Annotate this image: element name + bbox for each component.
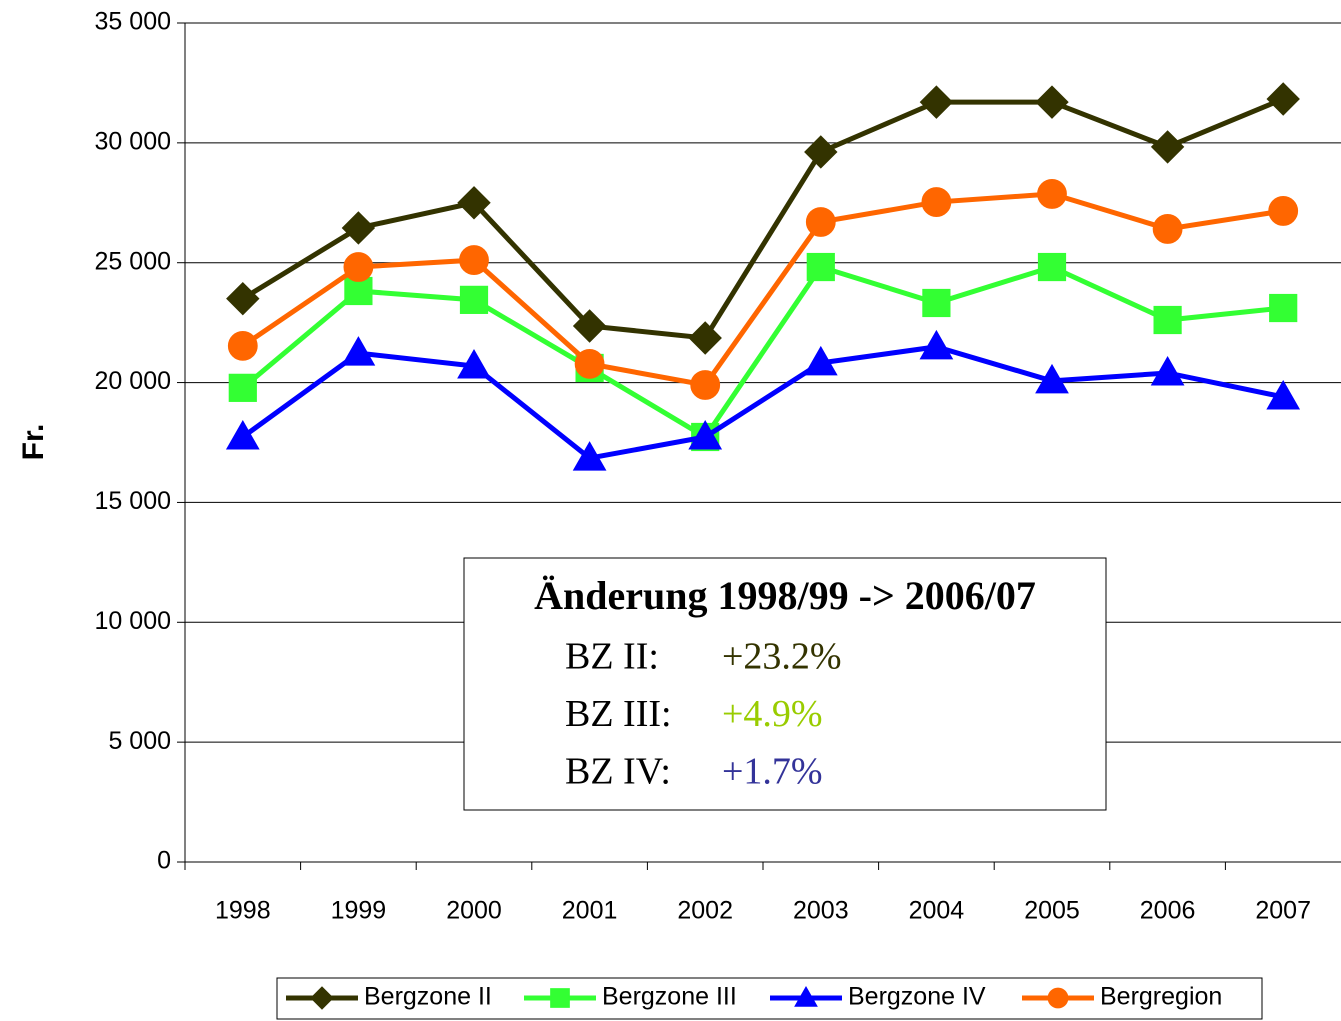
x-tick-label: 2001 <box>562 897 618 925</box>
marker <box>688 321 722 355</box>
x-tick-label: 2000 <box>446 897 502 925</box>
marker <box>1266 82 1300 116</box>
legend-label: Bergzone III <box>602 983 737 1011</box>
annotation-box <box>463 557 1107 811</box>
y-tick-label: 0 <box>157 847 171 875</box>
marker <box>572 441 607 471</box>
marker <box>690 370 721 400</box>
x-tick-label: 2002 <box>677 897 733 925</box>
y-tick-label: 35 000 <box>95 8 171 36</box>
series-line <box>241 191 1284 388</box>
annotation-value: +23.2% <box>722 636 842 678</box>
series-line <box>241 264 1284 441</box>
legend-box <box>276 977 1263 1020</box>
legend-marker <box>794 985 818 1007</box>
marker <box>1268 196 1299 226</box>
x-tick-label: 2004 <box>909 897 965 925</box>
legend-marker <box>1047 987 1069 1009</box>
marker <box>803 345 838 376</box>
legend-label: Bergregion <box>1100 983 1222 1011</box>
annotation-value: +1.7% <box>722 751 823 793</box>
marker <box>226 281 260 316</box>
marker <box>459 285 489 314</box>
y-tick-label: 15 000 <box>95 487 171 515</box>
marker <box>919 329 954 360</box>
marker <box>1269 293 1298 323</box>
series-line <box>241 96 1285 341</box>
marker <box>343 252 374 282</box>
legend-label: Bergzone II <box>364 983 492 1011</box>
marker <box>921 187 952 217</box>
marker <box>1037 179 1067 209</box>
x-tick-label: 1999 <box>331 897 387 925</box>
marker <box>1150 355 1185 386</box>
marker <box>459 245 489 275</box>
y-tick-label: 5 000 <box>108 727 171 755</box>
marker <box>922 288 951 318</box>
marker <box>688 419 723 450</box>
marker <box>225 419 260 450</box>
marker <box>341 336 376 366</box>
marker <box>572 309 607 343</box>
marker <box>457 349 491 379</box>
legend-label: Bergzone IV <box>848 983 986 1011</box>
y-tick-label: 30 000 <box>95 127 171 155</box>
marker <box>341 211 376 245</box>
y-tick-label: 10 000 <box>95 607 171 635</box>
annotation-label: BZ II: <box>565 636 659 678</box>
marker <box>1150 130 1185 164</box>
marker <box>805 207 836 237</box>
marker <box>1153 305 1182 335</box>
annotation-value: +4.9% <box>722 693 823 735</box>
marker <box>1037 252 1067 282</box>
annotation-label: BZ IV: <box>565 751 671 793</box>
marker <box>919 85 954 119</box>
x-tick-label: 2003 <box>793 897 849 925</box>
marker <box>227 330 258 361</box>
marker <box>1266 379 1301 410</box>
marker <box>804 135 838 169</box>
marker <box>1035 85 1069 119</box>
legend-marker <box>550 988 570 1008</box>
marker <box>1152 214 1183 244</box>
marker <box>457 186 491 220</box>
annotation-label: BZ III: <box>565 693 672 735</box>
y-tick-label: 25 000 <box>95 247 171 275</box>
legend-marker <box>310 986 334 1010</box>
y-tick-label: 20 000 <box>95 367 171 395</box>
x-tick-label: 2005 <box>1024 897 1080 925</box>
x-tick-label: 1998 <box>215 897 271 925</box>
y-axis-label: Fr. <box>17 424 50 461</box>
series-line <box>241 344 1284 461</box>
x-tick-label: 2007 <box>1255 897 1311 925</box>
marker <box>806 252 835 282</box>
marker <box>344 276 373 306</box>
marker <box>228 373 257 402</box>
x-tick-label: 2006 <box>1140 897 1196 925</box>
marker <box>574 348 605 379</box>
annotation-title: Änderung 1998/99 -> 2006/07 <box>534 573 1036 618</box>
marker <box>1035 363 1069 394</box>
